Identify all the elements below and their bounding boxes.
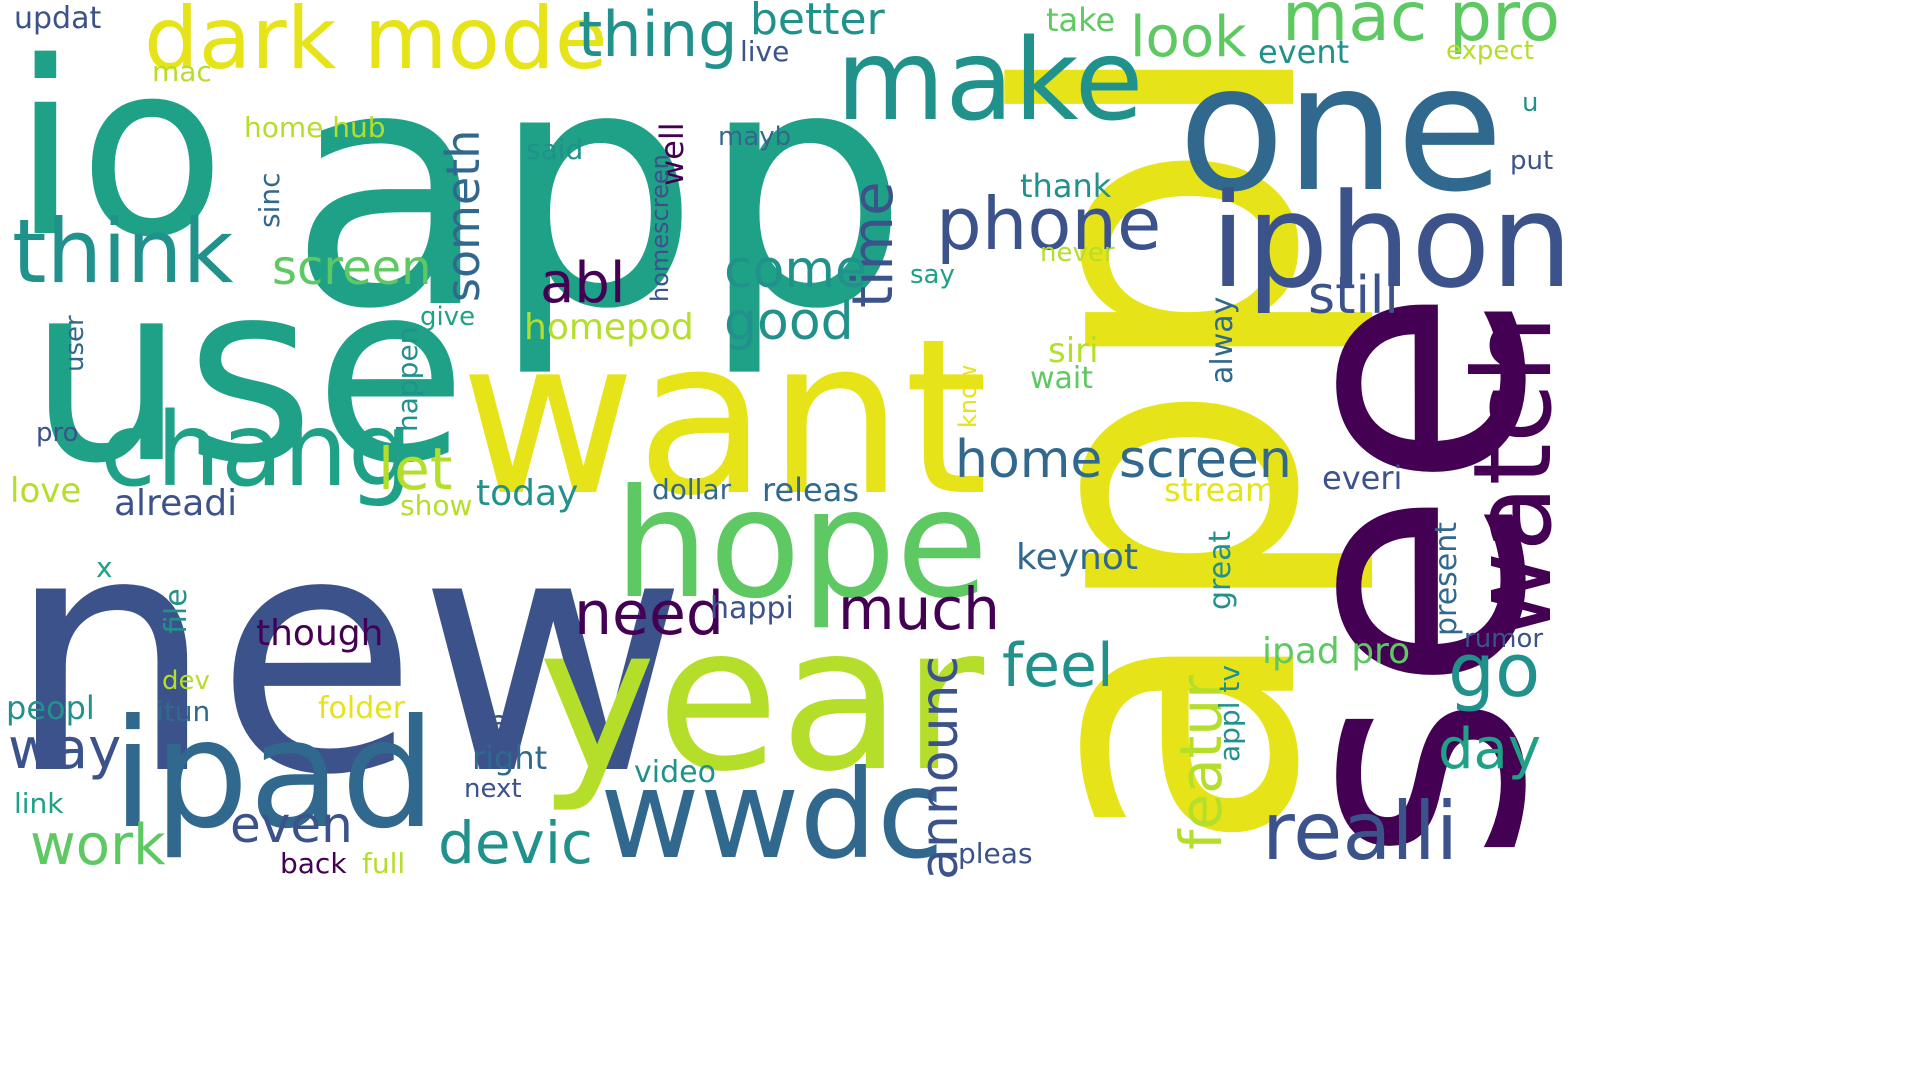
word-thank: thank [1020, 167, 1112, 205]
word-think: think [12, 200, 234, 303]
word-itun: itun [156, 695, 211, 728]
word-one: one [1178, 28, 1504, 231]
word-make: make [836, 16, 1144, 146]
word-give: give [420, 302, 476, 332]
word-though: though [256, 613, 384, 654]
word-video: video [634, 755, 716, 790]
word-rumor: rumor [1464, 624, 1544, 654]
word-homescreen: homescreen [646, 154, 674, 302]
word-ipad: ipad [112, 688, 437, 862]
word-dark-mode: dark mode [144, 0, 608, 89]
word-happi: happi [710, 591, 794, 626]
word-abl: abl [540, 251, 626, 316]
word-day: day [1438, 717, 1542, 782]
word-event: event [1258, 33, 1350, 71]
word-dev: dev [162, 666, 210, 696]
word-great: great [1203, 530, 1238, 610]
word-homepod: homepod [524, 307, 694, 348]
word-dollar: dollar [652, 473, 732, 506]
word-mayb: mayb [718, 122, 792, 152]
word-way: way [8, 717, 122, 782]
word-home-screen: home screen [955, 430, 1292, 490]
word-mac-pro: mac pro [1282, 0, 1561, 57]
word-expect: expect [1446, 36, 1534, 66]
word-wait: wait [1030, 361, 1094, 396]
word-appl-tv: appl tv [1213, 665, 1246, 762]
word-user: user [60, 315, 90, 372]
word-peopl: peopl [6, 689, 95, 727]
word-present: present [1429, 521, 1464, 636]
word-link: link [14, 787, 64, 820]
word-know: know [954, 364, 982, 428]
word-show: show [400, 489, 473, 522]
word-pro: pro [36, 418, 79, 448]
word-app: app [288, 0, 910, 381]
word-look: look [1130, 5, 1247, 70]
word-screen: screen [272, 240, 432, 296]
word-want: want [460, 292, 989, 543]
word-said: said [526, 133, 584, 166]
word-come: come [724, 240, 868, 300]
word-updat: updat [14, 1, 102, 36]
word-wwdc: wwdc [600, 744, 945, 886]
word-someth: someth [436, 129, 490, 302]
word-home-hub: home hub [244, 111, 386, 144]
word-love: love [10, 471, 82, 511]
word-watch: watch [1451, 315, 1576, 640]
word-releas: releas [762, 471, 859, 509]
word-still: still [1308, 266, 1399, 326]
word-use: use [28, 230, 467, 518]
word-chang: chang [100, 391, 413, 510]
word-even: even [230, 796, 353, 854]
word-let: let [378, 435, 453, 503]
word-mac: mac [152, 55, 212, 88]
word-x: x [96, 551, 113, 584]
word-u: u [1522, 88, 1539, 118]
word-say: say [910, 260, 955, 290]
word-hope: hope [614, 458, 989, 632]
word-everi: everi [1322, 459, 1403, 497]
word-full: full [362, 847, 406, 880]
word-siri: siri [1048, 331, 1099, 371]
word-realli: realli [1262, 785, 1459, 878]
word-ipad-pro: ipad pro [1262, 631, 1411, 672]
word-much: much [838, 575, 1000, 643]
word-keynot: keynot [1016, 537, 1138, 578]
word-alway: alway [1205, 296, 1240, 384]
word-work: work [30, 813, 166, 878]
word-need: need [574, 579, 724, 649]
word-good: good [724, 292, 854, 352]
word-alreadi: alreadi [114, 483, 238, 524]
word-file: file [159, 588, 194, 634]
word-go: go [1448, 628, 1541, 714]
word-back: back [280, 847, 347, 880]
word-never: never [1040, 238, 1115, 268]
word-folder: folder [318, 691, 406, 726]
word-stream: stream [1164, 471, 1277, 509]
word-phone: phone [936, 182, 1162, 266]
word-happen: happen [391, 326, 424, 432]
word-right: right [472, 739, 548, 777]
word-devic: devic [438, 809, 593, 877]
word-iphon: iphon [1210, 165, 1573, 317]
word-today: today [476, 473, 579, 514]
word-take: take [1046, 1, 1116, 39]
word-pleas: pleas [958, 837, 1033, 870]
word-put: put [1510, 146, 1554, 176]
word-call: call [472, 703, 527, 741]
word-live: live [740, 35, 790, 68]
word-sinc: sinc [253, 172, 286, 228]
word-io: io [12, 10, 226, 290]
word-feel: feel [1002, 631, 1114, 701]
word-thing: thing [578, 0, 738, 71]
word-better: better [750, 0, 885, 45]
word-next: next [464, 774, 522, 804]
word-new: new [6, 463, 689, 847]
word-year: year [538, 583, 985, 816]
